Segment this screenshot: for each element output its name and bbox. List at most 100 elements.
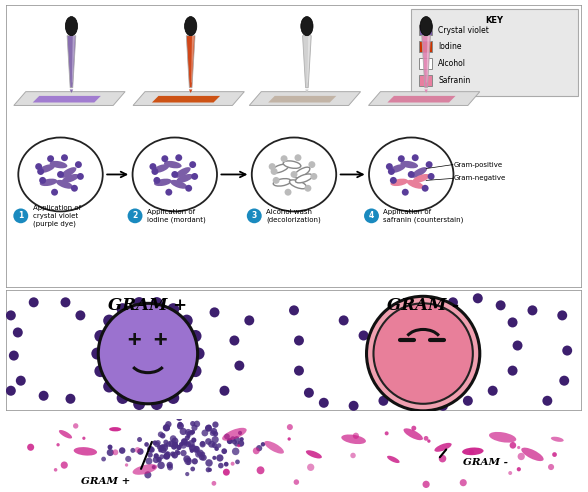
Circle shape	[427, 439, 430, 443]
Circle shape	[163, 424, 170, 431]
Ellipse shape	[61, 167, 76, 178]
Circle shape	[56, 443, 60, 446]
Circle shape	[206, 467, 211, 472]
Circle shape	[116, 392, 129, 404]
Text: GRAM -: GRAM -	[387, 297, 459, 314]
Circle shape	[185, 435, 190, 440]
Circle shape	[227, 438, 233, 444]
Polygon shape	[189, 90, 192, 93]
Ellipse shape	[38, 164, 55, 173]
Ellipse shape	[62, 174, 79, 183]
Circle shape	[235, 361, 245, 370]
Circle shape	[175, 154, 182, 161]
Circle shape	[513, 340, 523, 350]
Circle shape	[307, 463, 315, 471]
Circle shape	[191, 430, 195, 434]
Circle shape	[133, 297, 145, 309]
Circle shape	[161, 444, 168, 451]
Circle shape	[239, 437, 244, 441]
Circle shape	[27, 444, 34, 451]
Ellipse shape	[18, 137, 103, 212]
Circle shape	[256, 466, 265, 474]
Circle shape	[151, 398, 163, 410]
Circle shape	[439, 455, 446, 462]
Polygon shape	[387, 96, 456, 102]
Circle shape	[180, 442, 187, 449]
Ellipse shape	[403, 429, 423, 440]
Ellipse shape	[387, 456, 400, 463]
Circle shape	[207, 425, 211, 429]
Polygon shape	[152, 96, 220, 102]
Circle shape	[108, 445, 112, 450]
Circle shape	[245, 315, 254, 325]
Circle shape	[517, 453, 525, 460]
Circle shape	[152, 465, 156, 469]
Circle shape	[373, 304, 473, 404]
Circle shape	[426, 161, 433, 168]
Circle shape	[147, 446, 153, 452]
Circle shape	[165, 452, 171, 458]
Circle shape	[379, 396, 389, 406]
Circle shape	[211, 428, 217, 434]
Circle shape	[423, 481, 430, 488]
Text: GRAM +: GRAM +	[81, 477, 130, 487]
Text: GRAM +: GRAM +	[108, 297, 188, 314]
Circle shape	[562, 345, 572, 356]
Circle shape	[193, 448, 198, 453]
Circle shape	[155, 440, 161, 446]
Circle shape	[557, 310, 567, 320]
Ellipse shape	[283, 161, 301, 168]
Circle shape	[407, 171, 415, 178]
Circle shape	[390, 177, 397, 184]
Text: Alcohol: Alcohol	[438, 59, 466, 68]
Polygon shape	[425, 90, 428, 93]
Ellipse shape	[56, 180, 73, 189]
Circle shape	[402, 189, 409, 196]
Polygon shape	[249, 92, 360, 105]
Circle shape	[294, 366, 304, 376]
Polygon shape	[33, 96, 101, 102]
Ellipse shape	[109, 427, 121, 431]
Circle shape	[552, 452, 557, 457]
Circle shape	[183, 455, 191, 462]
Circle shape	[137, 448, 143, 455]
Circle shape	[237, 444, 240, 447]
Circle shape	[398, 155, 405, 162]
Circle shape	[218, 463, 223, 468]
Circle shape	[197, 450, 204, 457]
Circle shape	[71, 185, 78, 192]
Circle shape	[273, 177, 280, 184]
Circle shape	[172, 437, 178, 445]
Circle shape	[37, 168, 44, 175]
Ellipse shape	[489, 432, 516, 443]
Circle shape	[542, 396, 552, 406]
Circle shape	[190, 421, 195, 426]
Circle shape	[195, 451, 202, 458]
Circle shape	[176, 445, 182, 450]
Circle shape	[219, 386, 229, 396]
FancyBboxPatch shape	[419, 25, 432, 35]
Polygon shape	[369, 92, 480, 105]
Circle shape	[153, 177, 161, 184]
Circle shape	[163, 453, 170, 460]
Circle shape	[185, 458, 192, 465]
Circle shape	[116, 303, 129, 315]
Circle shape	[209, 308, 219, 317]
Circle shape	[216, 454, 223, 461]
Circle shape	[172, 452, 178, 459]
Circle shape	[179, 442, 183, 447]
Circle shape	[153, 457, 159, 463]
Circle shape	[179, 428, 187, 435]
Ellipse shape	[462, 448, 483, 455]
Ellipse shape	[65, 17, 78, 36]
Polygon shape	[426, 36, 430, 83]
Text: Application of
iodine (mordant): Application of iodine (mordant)	[147, 209, 206, 223]
Circle shape	[171, 453, 175, 457]
Polygon shape	[186, 36, 195, 88]
Circle shape	[201, 452, 205, 457]
Circle shape	[160, 433, 165, 438]
Circle shape	[82, 436, 85, 440]
Circle shape	[388, 168, 395, 175]
Polygon shape	[305, 90, 309, 93]
Ellipse shape	[265, 441, 284, 454]
